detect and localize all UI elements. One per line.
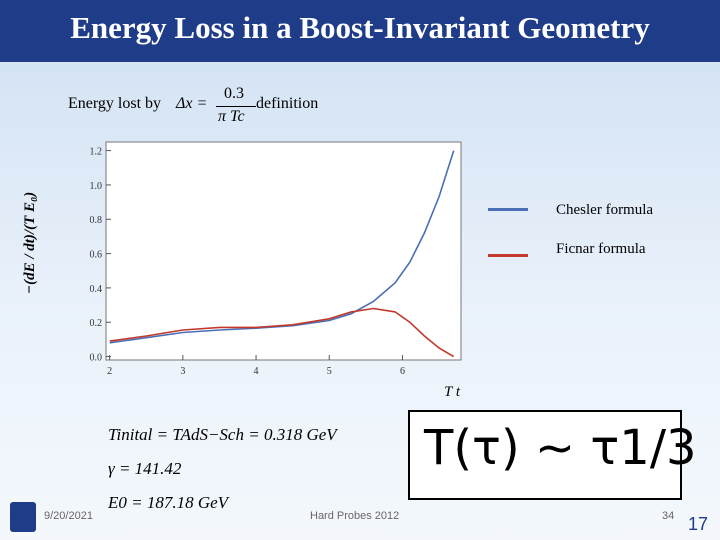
- formula-numerator: 0.3: [224, 85, 244, 102]
- plot-frame: [105, 141, 462, 361]
- y-axis-label: −(dE / dt)/(T E₀): [22, 191, 38, 294]
- page-number: 17: [688, 514, 709, 534]
- y-tick-label: 0.4: [90, 284, 103, 295]
- university-logo-icon: [10, 502, 36, 532]
- y-tick-label: 0.6: [90, 250, 103, 261]
- formula-lhs: Δx =: [176, 95, 208, 112]
- y-tick-label: 1.2: [90, 147, 103, 158]
- legend-ficnar-label: Ficnar formula: [556, 241, 646, 257]
- subtitle: Energy lost by: [68, 95, 162, 112]
- param-energy: E0 = 187.18 GeV: [108, 493, 229, 512]
- footer-slide-number: 34: [662, 510, 675, 522]
- footer-event: Hard Probes 2012: [310, 510, 400, 522]
- y-tick-label: 0.2: [90, 318, 103, 329]
- x-tick-label: 2: [107, 366, 112, 377]
- legend-chesler-line: [488, 208, 528, 211]
- y-tick-label: 0.8: [90, 215, 103, 226]
- x-tick-label: 6: [400, 366, 405, 377]
- parameter-list: Tinital = TAdS−Sch = 0.318 GeV γ = 141.4…: [108, 418, 337, 520]
- title-bar: [0, 0, 720, 62]
- x-axis-label: T t: [444, 384, 460, 400]
- ficnar-curve: [109, 307, 455, 358]
- x-tick-label: 5: [327, 366, 332, 377]
- energy-loss-plot: 0.0 0.2 0.4 0.6 0.8 1.0 1.2 2 3 4 5 6: [90, 141, 462, 377]
- definition-word: definition: [256, 95, 319, 112]
- slide-title: Energy Loss in a Boost-Invariant Geometr…: [70, 10, 650, 45]
- legend-chesler-label: Chesler formula: [556, 202, 654, 218]
- scaling-formula: T(τ) ~ τ1/3: [424, 420, 697, 476]
- y-tick-label: 0.0: [90, 353, 103, 364]
- y-tick-label: 1.0: [90, 181, 103, 192]
- chesler-curve: [109, 150, 455, 344]
- legend-ficnar-line: [488, 254, 528, 257]
- scaling-box: T(τ) ~ τ1/3: [408, 410, 697, 500]
- x-tick-label: 4: [254, 366, 259, 377]
- fraction-bar: [216, 106, 256, 107]
- param-gamma: γ = 141.42: [108, 459, 182, 478]
- formula-denominator: π Tc: [218, 108, 245, 125]
- footer-date: 9/20/2021: [44, 510, 93, 522]
- x-tick-label: 3: [180, 366, 185, 377]
- param-temperature: Tinital = TAdS−Sch = 0.318 GeV: [108, 425, 337, 444]
